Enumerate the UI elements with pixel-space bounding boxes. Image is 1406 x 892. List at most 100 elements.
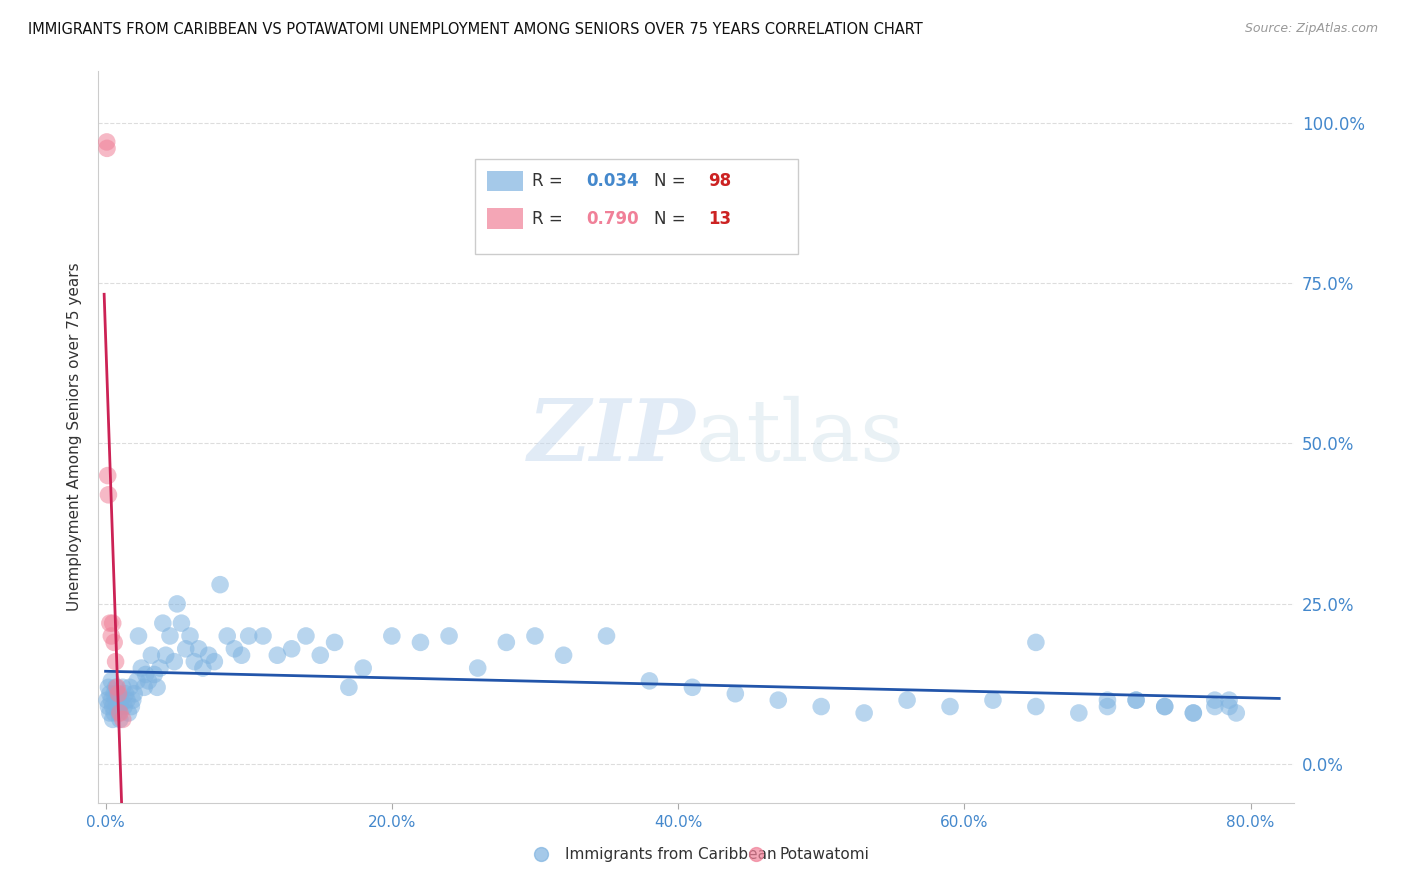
Point <box>163 655 186 669</box>
Point <box>1067 706 1090 720</box>
Point <box>101 712 124 726</box>
Point <box>117 706 139 720</box>
Point <box>1204 699 1226 714</box>
Point <box>146 681 169 695</box>
Y-axis label: Unemployment Among Seniors over 75 years: Unemployment Among Seniors over 75 years <box>67 263 83 611</box>
Point <box>197 648 219 663</box>
Point <box>152 616 174 631</box>
Point <box>1125 693 1147 707</box>
Point <box>187 641 209 656</box>
Point <box>624 802 647 816</box>
Point <box>98 706 121 720</box>
Point <box>939 699 962 714</box>
Text: Potawatomi: Potawatomi <box>779 847 869 862</box>
FancyBboxPatch shape <box>486 171 523 191</box>
Text: N =: N = <box>654 172 690 190</box>
Point <box>100 693 122 707</box>
Point <box>224 641 246 656</box>
Point <box>98 616 121 631</box>
Point <box>768 693 790 707</box>
Text: 13: 13 <box>709 211 731 228</box>
Point <box>103 635 125 649</box>
Point <box>100 673 122 688</box>
Point <box>108 706 131 720</box>
Point <box>97 468 120 483</box>
Point <box>323 635 346 649</box>
Text: 0.790: 0.790 <box>586 211 638 228</box>
Point <box>134 681 156 695</box>
Point <box>166 597 188 611</box>
Point <box>183 655 205 669</box>
Point <box>103 706 125 720</box>
Point <box>202 655 225 669</box>
Point <box>96 141 118 155</box>
Point <box>681 681 703 695</box>
Point <box>108 699 131 714</box>
Point <box>131 661 153 675</box>
Point <box>107 687 129 701</box>
Point <box>115 693 138 707</box>
Point <box>111 681 134 695</box>
FancyBboxPatch shape <box>475 159 797 254</box>
Text: Source: ZipAtlas.com: Source: ZipAtlas.com <box>1244 22 1378 36</box>
Point <box>724 687 747 701</box>
Text: R =: R = <box>533 172 568 190</box>
Point <box>143 667 166 681</box>
Point <box>104 693 127 707</box>
Point <box>853 706 876 720</box>
Point <box>1097 693 1119 707</box>
Point <box>352 661 374 675</box>
Text: N =: N = <box>654 211 690 228</box>
Point <box>135 667 157 681</box>
Point <box>122 687 145 701</box>
Point <box>96 693 118 707</box>
Point <box>111 712 134 726</box>
Point <box>1225 706 1247 720</box>
Point <box>1182 706 1205 720</box>
Point <box>179 629 201 643</box>
Point <box>209 577 232 591</box>
Point <box>1025 699 1047 714</box>
Point <box>191 661 214 675</box>
Point <box>238 629 260 643</box>
Point <box>105 687 128 701</box>
Point <box>138 673 160 688</box>
Point <box>96 135 118 149</box>
Point <box>141 648 163 663</box>
Point <box>97 681 120 695</box>
Point <box>295 629 318 643</box>
Point <box>105 681 128 695</box>
Point <box>337 681 360 695</box>
Point <box>107 706 129 720</box>
Point <box>121 693 143 707</box>
Point <box>981 693 1004 707</box>
Point <box>523 629 546 643</box>
Point <box>101 699 124 714</box>
Point <box>437 629 460 643</box>
Point <box>97 488 120 502</box>
Point <box>266 648 288 663</box>
Point <box>97 699 120 714</box>
Point <box>896 693 918 707</box>
Point <box>217 629 239 643</box>
Text: R =: R = <box>533 211 568 228</box>
Point <box>1218 699 1240 714</box>
Point <box>1218 693 1240 707</box>
Point <box>1153 699 1175 714</box>
Point <box>105 699 128 714</box>
Point <box>1025 635 1047 649</box>
Point <box>1153 699 1175 714</box>
Point <box>108 712 131 726</box>
Point <box>381 629 404 643</box>
Point <box>882 802 904 816</box>
Point <box>98 687 121 701</box>
Text: atlas: atlas <box>696 395 905 479</box>
Point <box>128 629 150 643</box>
Point <box>467 661 489 675</box>
Point <box>553 648 575 663</box>
Point <box>155 648 177 663</box>
Point <box>118 681 141 695</box>
Point <box>125 673 148 688</box>
Point <box>252 629 274 643</box>
Text: IMMIGRANTS FROM CARIBBEAN VS POTAWATOMI UNEMPLOYMENT AMONG SENIORS OVER 75 YEARS: IMMIGRANTS FROM CARIBBEAN VS POTAWATOMI … <box>28 22 922 37</box>
